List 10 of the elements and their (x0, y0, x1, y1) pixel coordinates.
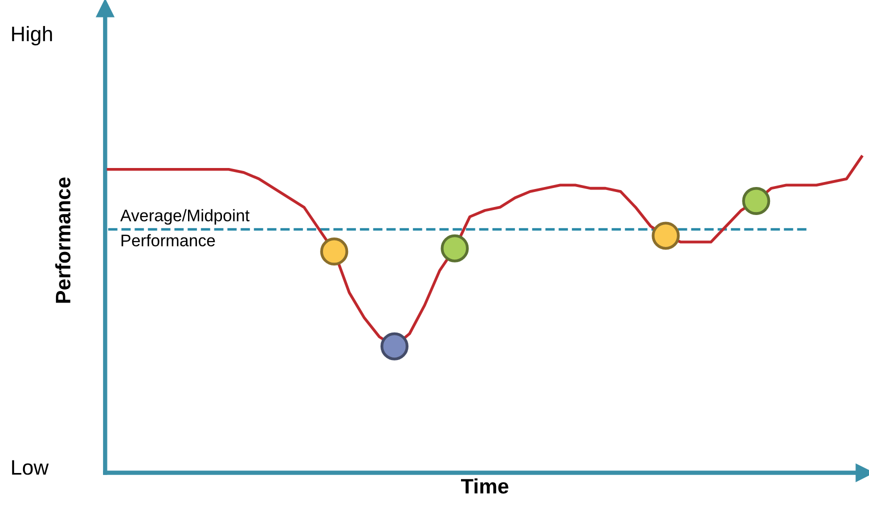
text: Low (12, 460, 49, 475)
text: High (12, 26, 52, 46)
y-axis-title: Performance (55, 177, 70, 303)
point (742, 186, 770, 215)
ref-line-label: Average/Midpoint Performance (120, 209, 250, 246)
point (652, 222, 680, 250)
point (440, 234, 469, 262)
point (380, 332, 408, 360)
x-axis-title: Time (461, 478, 508, 494)
point (320, 238, 348, 266)
